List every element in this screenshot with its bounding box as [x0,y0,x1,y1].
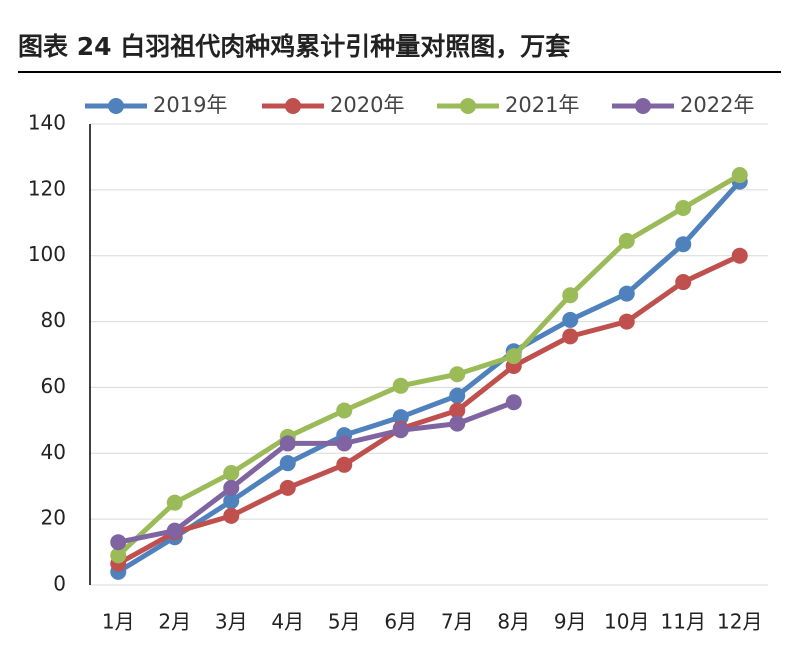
legend-marker [460,98,476,114]
data-point [675,236,692,253]
legend-label: 2022年 [680,93,754,117]
x-tick-label: 7月 [441,610,474,634]
data-point [618,313,635,330]
series-line [116,172,742,558]
x-tick-label: 11月 [661,610,706,634]
data-point [223,507,240,524]
data-point [562,311,579,328]
data-point [731,247,748,264]
y-tick-label: 100 [28,242,66,266]
data-point [731,167,748,184]
y-tick-label: 60 [41,374,66,398]
data-point [279,435,296,452]
y-tick-label: 0 [53,572,66,596]
legend-label: 2021年 [505,93,579,117]
data-point [279,479,296,496]
series-line [117,253,741,566]
data-point [505,348,522,365]
data-point [449,387,466,404]
data-point [675,199,692,216]
data-point [449,366,466,383]
y-tick-label: 20 [41,506,66,530]
y-tick-label: 40 [41,440,66,464]
data-point [675,274,692,291]
x-tick-label: 8月 [497,610,530,634]
y-tick-label: 120 [28,176,66,200]
data-point [110,534,127,551]
data-point [618,285,635,302]
y-tick-label: 80 [41,308,66,332]
x-tick-label: 3月 [215,610,248,634]
x-tick-label: 5月 [328,610,361,634]
legend-label: 2020年 [330,93,404,117]
data-point [336,456,353,473]
data-point [449,415,466,432]
data-point [392,422,409,439]
series-line [117,399,515,545]
data-point [449,402,466,419]
x-tick-label: 12月 [717,610,762,634]
x-tick-label: 10月 [604,610,649,634]
legend-marker [285,98,301,114]
chart-title: 图表 24 白羽祖代肉种鸡累计引种量对照图，万套 [18,32,571,61]
series-line [116,179,742,574]
x-tick-label: 6月 [384,610,417,634]
data-point [223,493,240,510]
data-point [562,328,579,345]
x-tick-label: 2月 [158,610,191,634]
data-point [110,547,127,564]
data-point [336,402,353,419]
data-point [562,287,579,304]
y-tick-label: 140 [28,111,66,135]
data-point [392,409,409,426]
x-tick-label: 1月 [102,610,135,634]
x-tick-label: 9月 [554,610,587,634]
data-point [279,455,296,472]
data-point [336,435,353,452]
data-point [505,394,522,411]
x-tick-label: 4月 [271,610,304,634]
legend-marker [108,98,124,114]
legend-marker [635,98,651,114]
data-point [166,494,183,511]
data-point [223,479,240,496]
data-point [166,522,183,539]
data-point [223,465,240,482]
data-point [392,377,409,394]
legend-label: 2019年 [153,93,227,117]
data-point [618,232,635,249]
